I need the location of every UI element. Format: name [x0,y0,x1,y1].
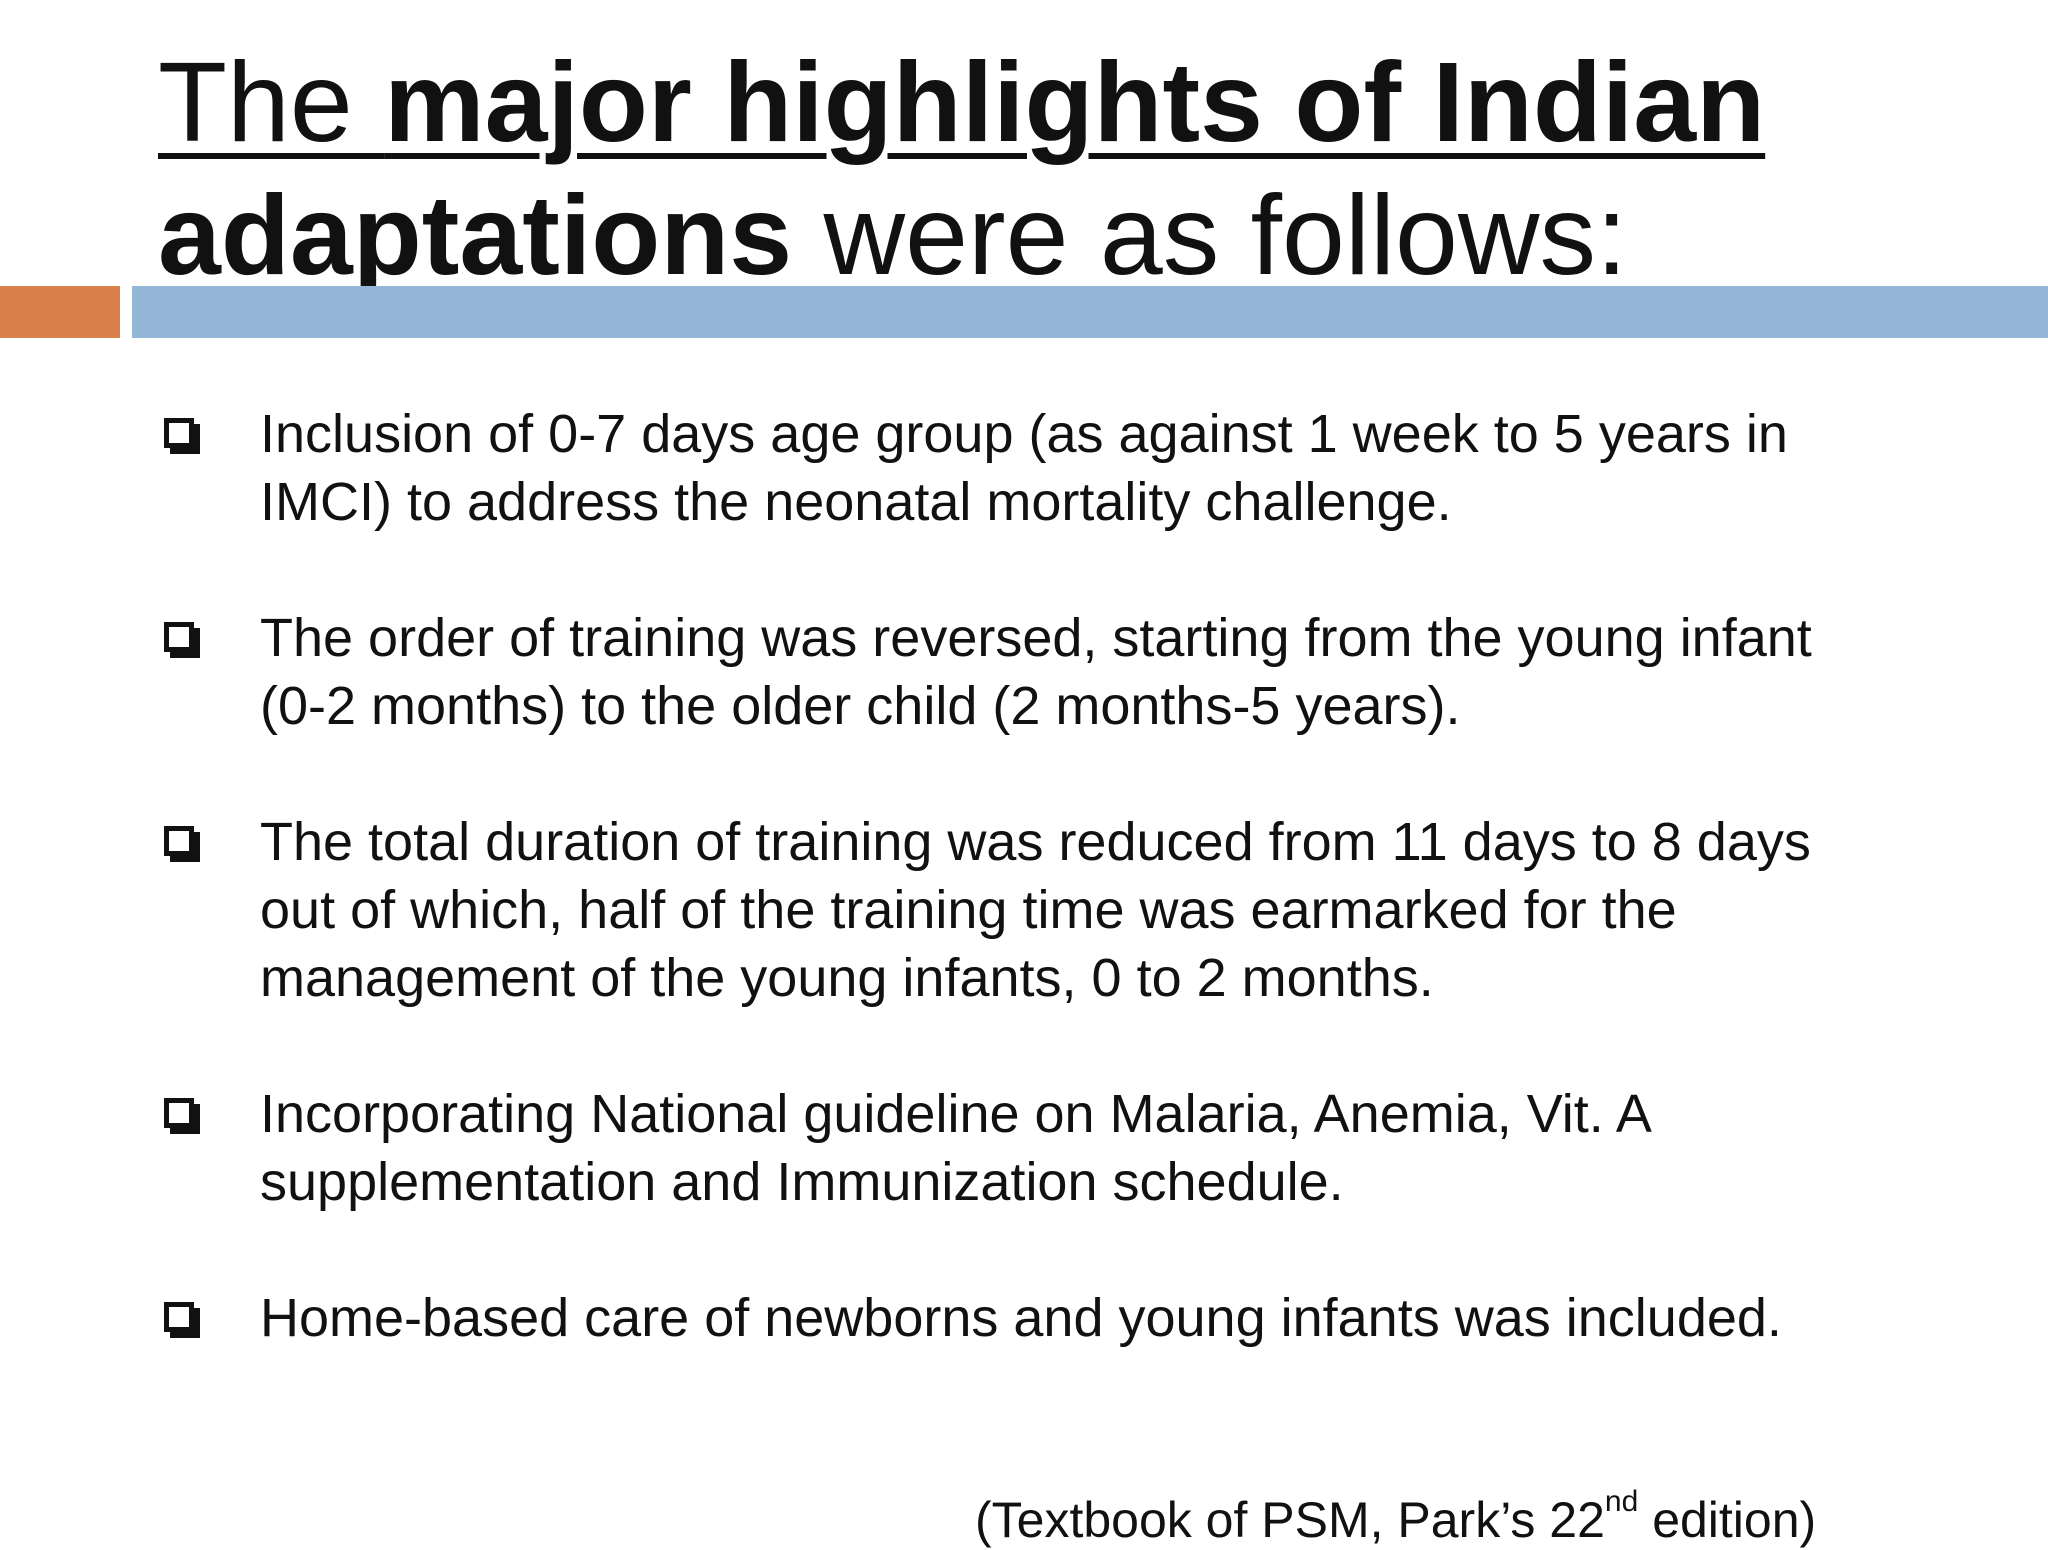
bullet-item: Inclusion of 0-7 days age group (as agai… [160,400,1860,536]
bullet-text: Home-based care of newborns and young in… [260,1288,1782,1348]
citation-superscript: nd [1604,1485,1639,1518]
bullet-item: Home-based care of newborns and young in… [160,1284,1860,1352]
bullet-item: The order of training was reversed, star… [160,604,1860,740]
checkbox-icon [164,826,194,856]
bullet-text: Incorporating National guideline on Mala… [260,1084,1649,1212]
checkbox-icon [164,622,194,652]
checkbox-icon [164,1302,194,1332]
title-part-2-bold: major highlights of Indian adaptations [158,39,1766,298]
title-part-1: The [158,39,385,165]
bullet-item: The total duration of training was reduc… [160,808,1860,1012]
bullet-text: The order of training was reversed, star… [260,608,1812,736]
citation-before: (Textbook of PSM, Park’s 22 [975,1492,1605,1548]
citation-after: edition) [1638,1492,1817,1548]
accent-bar-blue [132,286,2048,338]
citation: (Textbook of PSM, Park’s 22nd edition) [975,1487,1817,1550]
checkbox-icon [164,1098,194,1128]
bullet-text: Inclusion of 0-7 days age group (as agai… [260,404,1788,532]
bullet-list: Inclusion of 0-7 days age group (as agai… [160,400,1860,1420]
checkbox-icon [164,418,194,448]
accent-bar-orange [0,286,120,338]
bullet-text: The total duration of training was reduc… [260,812,1811,1008]
slide-title: The major highlights of Indian adaptatio… [158,36,1998,302]
title-part-3: were as follows: [792,172,1628,298]
bullet-item: Incorporating National guideline on Mala… [160,1080,1860,1216]
